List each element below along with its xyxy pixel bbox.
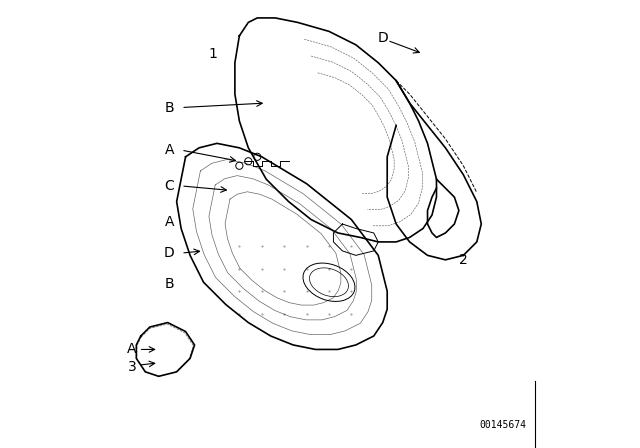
Text: C: C	[164, 179, 174, 193]
Text: 1: 1	[208, 47, 217, 61]
Text: A: A	[165, 143, 174, 157]
Text: 00145674: 00145674	[479, 420, 526, 430]
Text: 2: 2	[459, 253, 468, 267]
Text: D: D	[378, 31, 388, 45]
Text: D: D	[164, 246, 174, 260]
Text: A: A	[165, 215, 174, 229]
Text: B: B	[164, 277, 174, 292]
Text: 3: 3	[127, 360, 136, 375]
Text: A: A	[127, 342, 136, 357]
Text: B: B	[164, 100, 174, 115]
